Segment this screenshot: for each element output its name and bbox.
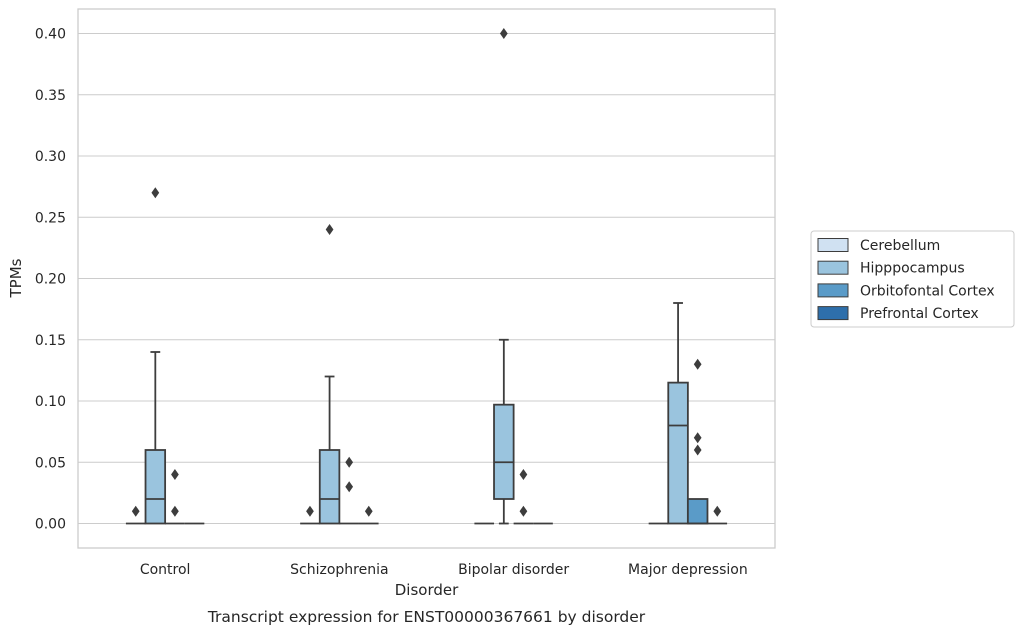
outlier-point: [693, 432, 702, 444]
y-tick-label: 0.05: [35, 455, 66, 471]
y-tick-label: 0.10: [35, 394, 66, 410]
box-cerebellum: [300, 505, 320, 525]
y-tick-label: 0.40: [35, 27, 66, 43]
x-tick-label: Schizophrenia: [290, 562, 388, 578]
legend-items: Cerebellum Hipppocampus Orbitofontal Corte…: [817, 238, 995, 322]
x-tick-label: Major depression: [628, 562, 748, 578]
outlier-point: [519, 468, 528, 481]
legend-swatch: [817, 283, 849, 298]
legend-label: Hipppocampus: [860, 261, 965, 277]
x-axis-title: Disorder: [395, 581, 459, 599]
box-prefrontal-cortex: [707, 505, 728, 525]
x-tick-label: Bipolar disorder: [458, 562, 569, 578]
outlier-point: [499, 27, 508, 40]
box-cerebellum: [125, 505, 146, 525]
box-plot-series: [125, 27, 728, 525]
legend-label: Cerebellum: [860, 238, 940, 254]
legend-swatch: [817, 238, 849, 252]
legend-frame: [810, 230, 1015, 328]
outlier-point: [131, 505, 140, 517]
outlier-point: [519, 505, 528, 517]
chart-caption: Transcript expression for ENST0000036766…: [207, 608, 646, 626]
box-orbitofontal-cortex: [165, 468, 185, 525]
x-axis-ticks: Control Schizophrenia Bipolar disorder Majo…: [140, 562, 748, 578]
legend-swatch: [817, 306, 849, 321]
x-tick-label: Control: [140, 562, 191, 578]
y-axis-title: TPMs: [7, 258, 25, 298]
y-axis-ticks: 0.00 0.05 0.10 0.15 0.20 0.25 0.30 0.35 0.40: [35, 27, 66, 533]
outlier-point: [325, 223, 334, 236]
outlier-point: [171, 468, 179, 481]
plot-frame: [77, 8, 776, 549]
y-tick-label: 0.35: [35, 88, 66, 104]
outlier-point: [171, 505, 179, 517]
outlier-point: [345, 481, 354, 493]
box-body: [667, 381, 689, 525]
grid-lines: [78, 32, 775, 525]
outlier-point: [364, 505, 373, 517]
legend: Cerebellum Hipppocampus Orbitofontal Corte…: [810, 230, 1015, 328]
box-body: [686, 498, 709, 525]
box-hipppocampus: [667, 302, 689, 525]
legend-swatch: [817, 260, 849, 275]
outlier-point: [693, 444, 702, 456]
legend-label: Prefrontal Cortex: [860, 306, 979, 322]
outlier-point: [151, 187, 160, 199]
outlier-point: [345, 456, 354, 468]
box-hipppocampus: [318, 223, 341, 525]
legend-label: Orbitofontal Cortex: [860, 283, 995, 299]
outlier-point: [713, 505, 722, 517]
box-body: [318, 449, 341, 525]
y-tick-label: 0.00: [35, 517, 66, 533]
box-orbitofontal-cortex: [686, 358, 709, 525]
outlier-point: [306, 505, 314, 517]
y-tick-label: 0.20: [35, 272, 66, 288]
box-body: [493, 403, 515, 500]
box-orbitofontal-cortex: [513, 468, 534, 525]
box-body: [144, 449, 167, 525]
box-hipppocampus: [493, 27, 515, 525]
box-prefrontal-cortex: [358, 505, 379, 525]
y-tick-label: 0.30: [35, 149, 66, 165]
box-orbitofontal-cortex: [339, 456, 359, 525]
box-hipppocampus: [144, 187, 167, 525]
outlier-point: [693, 358, 702, 370]
y-tick-label: 0.25: [35, 210, 66, 226]
y-tick-label: 0.15: [35, 333, 66, 349]
